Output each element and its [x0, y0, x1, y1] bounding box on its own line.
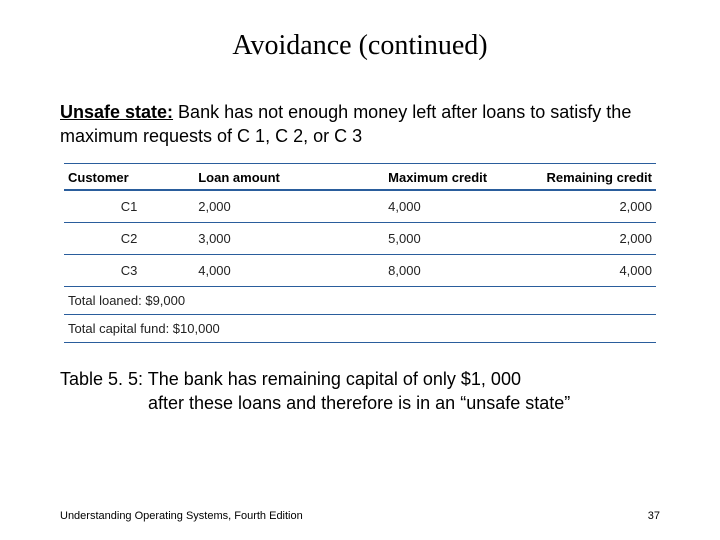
caption-line-1: Table 5. 5: The bank has remaining capit…: [60, 369, 521, 389]
cell-remaining: 4,000: [502, 254, 656, 286]
summary-total-capital-text: Total capital fund: $10,000: [64, 314, 656, 342]
summary-total-capital: Total capital fund: $10,000: [64, 314, 656, 342]
intro-bold-label: Unsafe state:: [60, 102, 173, 122]
cell-remaining: 2,000: [502, 190, 656, 223]
credit-table: Customer Loan amount Maximum credit Rema…: [64, 163, 656, 343]
cell-loan: 2,000: [194, 190, 348, 223]
table-row: C2 3,000 5,000 2,000: [64, 222, 656, 254]
summary-total-loaned: Total loaned: $9,000: [64, 286, 656, 314]
table-header-row: Customer Loan amount Maximum credit Rema…: [64, 163, 656, 190]
cell-customer: C2: [64, 222, 194, 254]
cell-max: 5,000: [348, 222, 502, 254]
table-caption: Table 5. 5: The bank has remaining capit…: [60, 367, 660, 416]
cell-loan: 3,000: [194, 222, 348, 254]
page-title: Avoidance (continued): [60, 30, 660, 62]
col-remaining-credit: Remaining credit: [502, 163, 656, 190]
table-row: C3 4,000 8,000 4,000: [64, 254, 656, 286]
cell-customer: C1: [64, 190, 194, 223]
intro-paragraph: Unsafe state: Bank has not enough money …: [60, 100, 660, 149]
page-number: 37: [648, 510, 660, 522]
cell-customer: C3: [64, 254, 194, 286]
slide-footer: Understanding Operating Systems, Fourth …: [60, 510, 660, 522]
cell-remaining: 2,000: [502, 222, 656, 254]
table-row: C1 2,000 4,000 2,000: [64, 190, 656, 223]
cell-loan: 4,000: [194, 254, 348, 286]
caption-line-2: after these loans and therefore is in an…: [60, 391, 660, 415]
col-loan-amount: Loan amount: [194, 163, 348, 190]
col-max-credit: Maximum credit: [348, 163, 502, 190]
cell-max: 8,000: [348, 254, 502, 286]
footer-source: Understanding Operating Systems, Fourth …: [60, 510, 303, 522]
summary-total-loaned-text: Total loaned: $9,000: [64, 286, 656, 314]
cell-max: 4,000: [348, 190, 502, 223]
col-customer: Customer: [64, 163, 194, 190]
